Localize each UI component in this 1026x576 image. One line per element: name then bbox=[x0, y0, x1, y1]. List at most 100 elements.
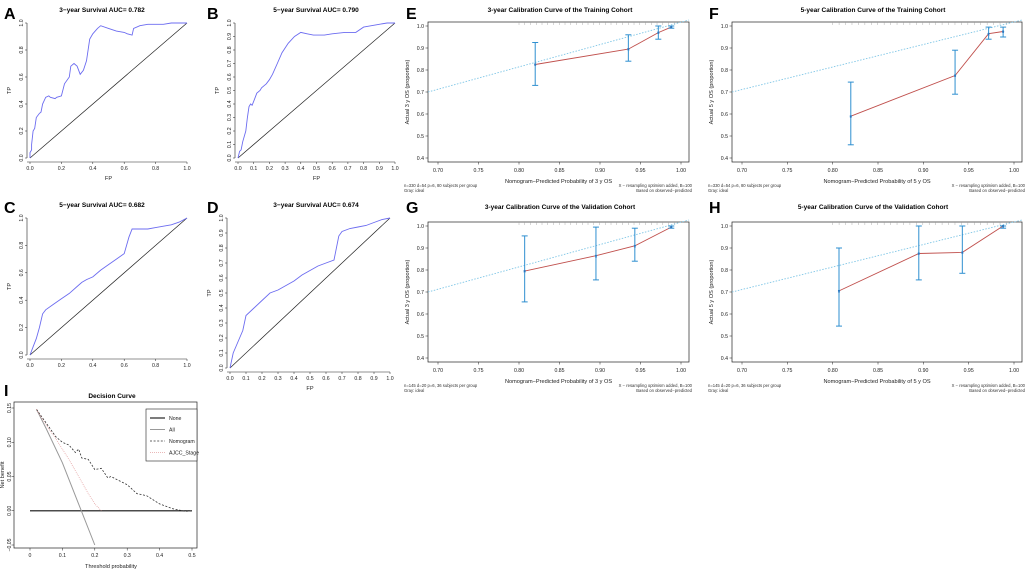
calibration-point bbox=[633, 244, 636, 247]
x-tick-label: 1.00 bbox=[676, 168, 686, 174]
panel-f-plot: 0.70 0.75 0.80 0.85 0.90 0.95 1.00 0.4 0.5 0.6 0.7… bbox=[708, 19, 1026, 193]
y-tick-label: −0.05 bbox=[7, 538, 13, 551]
x-tick-label: 0.90 bbox=[595, 368, 605, 374]
x-axis-label: FP bbox=[105, 176, 112, 182]
calibration-point bbox=[670, 226, 673, 229]
calibration-point bbox=[987, 32, 990, 35]
x-tick-label: 0.95 bbox=[964, 368, 974, 374]
y-tick-label: 0.7 bbox=[227, 60, 233, 67]
x-tick-label: 0.4 bbox=[156, 553, 163, 559]
panel-a: A 3−year Survival AUC= 0.782 0.00.00.20.… bbox=[4, 6, 191, 182]
x-tick-label: 0.5 bbox=[313, 166, 320, 172]
y-tick-label: 0.6 bbox=[417, 312, 424, 318]
x-tick-label: 0.0 bbox=[226, 376, 233, 382]
x-tick-label: 0.85 bbox=[554, 368, 564, 374]
panel-e: E 3-year Calibration Curve of the Traini… bbox=[404, 6, 693, 193]
y-axis-label: TP bbox=[7, 87, 13, 94]
x-tick-label: 0.1 bbox=[242, 376, 249, 382]
x-axis-label: Nomogram−Predicted Probability of 5 y OS bbox=[823, 379, 930, 385]
y-tick-label: 0.4 bbox=[19, 296, 25, 303]
y-tick-label: 1.0 bbox=[721, 24, 728, 30]
note-ideal: Gray: ideal bbox=[708, 188, 728, 193]
note-sample: n=330 d=54 p=6, 80 subjects per group bbox=[404, 183, 478, 188]
y-tick-label: 0.4 bbox=[417, 356, 424, 362]
y-tick-label: 0.8 bbox=[227, 46, 233, 53]
y-tick-label: 0.7 bbox=[417, 90, 424, 96]
panel-e-label: E bbox=[406, 6, 417, 23]
x-tick-label: 0.4 bbox=[297, 166, 304, 172]
calibration-point bbox=[849, 115, 852, 118]
panel-c-label: C bbox=[4, 200, 16, 217]
panel-b-plot: 0.00.0 0.1 0.1 0.2 0.2 0.3 0.3 0.4 0.4 0.5 0.5 0.6 0… bbox=[215, 19, 399, 182]
x-tick-label: 1.00 bbox=[1009, 368, 1019, 374]
bias-corrected-mark: x bbox=[627, 47, 630, 52]
series-line-all bbox=[36, 409, 96, 546]
panel-i: I Decision Curve 0 0.1 0.2 0.3 0.4 0.5 −0.05 0.… bbox=[0, 383, 199, 570]
note-resampling: X − resampling optimism added, B=100 bbox=[619, 183, 693, 188]
x-tick-label: 0.2 bbox=[58, 166, 65, 172]
x-tick-label: 0.75 bbox=[782, 168, 792, 174]
x-tick-label: 0.2 bbox=[58, 363, 65, 369]
y-axis-label: Actual 5 y OS (proportion) bbox=[709, 60, 715, 125]
x-tick-label: 0.5 bbox=[306, 376, 313, 382]
note-ideal: Gray: ideal bbox=[404, 388, 424, 393]
y-tick-label: 0.3 bbox=[219, 319, 225, 326]
x-tick-label: 1.0 bbox=[183, 166, 190, 172]
y-tick-label: 0.5 bbox=[417, 134, 424, 140]
note-sample: n=145 d=20 p=6, 36 subjects per group bbox=[404, 383, 478, 388]
x-tick-label: 0 bbox=[29, 553, 32, 559]
bias-corrected-mark: x bbox=[961, 250, 964, 255]
y-tick-label: 0.6 bbox=[219, 274, 225, 281]
calibration-point bbox=[594, 254, 598, 257]
x-tick-label: 0.8 bbox=[152, 363, 159, 369]
note-resampling: X − resampling optimism added, B=100 bbox=[619, 383, 693, 388]
panel-h-title: 5-year Calibration Curve of the Validati… bbox=[798, 204, 949, 211]
y-tick-label: 0.0 bbox=[219, 364, 225, 371]
x-axis-label: Threshold probability bbox=[85, 564, 137, 570]
bias-corrected-mark: x bbox=[838, 289, 841, 294]
apparent-calibration-line bbox=[535, 26, 672, 65]
apparent-calibration-line bbox=[838, 225, 1004, 292]
note-ideal: Gray: ideal bbox=[404, 188, 424, 193]
y-tick-label: 0.10 bbox=[7, 437, 13, 447]
x-tick-label: 0.9 bbox=[370, 376, 377, 382]
bias-corrected-mark: x bbox=[918, 251, 921, 256]
x-tick-label: 0.4 bbox=[89, 166, 96, 172]
ideal-line bbox=[427, 19, 690, 93]
y-tick-label: 0.2 bbox=[227, 127, 233, 134]
y-tick-label: 0.8 bbox=[19, 242, 25, 249]
x-tick-label: 0.4 bbox=[290, 376, 297, 382]
calibration-point bbox=[1002, 224, 1005, 228]
x-tick-label: 1.0 bbox=[386, 376, 393, 382]
y-tick-label: 0.8 bbox=[417, 268, 424, 274]
ideal-line bbox=[731, 219, 1023, 293]
x-axis-label: Nomogram−Predicted Probability of 3 y OS bbox=[505, 379, 612, 385]
y-axis-label: TP bbox=[215, 87, 221, 94]
x-tick-label: 0.75 bbox=[473, 368, 483, 374]
x-tick-label: 0.75 bbox=[782, 368, 792, 374]
x-tick-label: 0.7 bbox=[344, 166, 351, 172]
note-sample: n=330 d=54 p=6, 80 subjects per group bbox=[708, 183, 782, 188]
y-tick-label: 1.0 bbox=[219, 214, 225, 221]
calibration-point bbox=[953, 74, 957, 77]
panel-g: G 3-year Calibration Curve of the Valida… bbox=[404, 200, 693, 393]
panel-f-label: F bbox=[709, 6, 719, 23]
x-tick-label: 0.80 bbox=[828, 368, 838, 374]
bias-corrected-mark: x bbox=[954, 73, 957, 78]
y-tick-label: 0.2 bbox=[19, 127, 25, 134]
panel-h-label: H bbox=[709, 200, 721, 217]
x-axis-label: FP bbox=[306, 386, 313, 392]
calibration-point bbox=[627, 48, 630, 51]
panel-c-plot: 0.00.0 0.2 0.2 0.4 0.4 0.6 0.6 0.8 0.8 1.0 1.0 TP bbox=[7, 214, 191, 369]
bias-corrected-mark: x bbox=[670, 225, 673, 230]
y-tick-label: 0.9 bbox=[417, 246, 424, 252]
y-tick-label: 0.2 bbox=[219, 334, 225, 341]
plot-frame bbox=[427, 221, 690, 363]
y-tick-label: 0.7 bbox=[721, 90, 728, 96]
y-tick-label: 0.5 bbox=[227, 87, 233, 94]
x-tick-label: 1.0 bbox=[183, 363, 190, 369]
plot-frame bbox=[731, 221, 1023, 363]
note-basis: Based on observed−predicted bbox=[969, 388, 1025, 393]
x-tick-label: 0.2 bbox=[91, 553, 98, 559]
calibration-point bbox=[961, 251, 964, 254]
